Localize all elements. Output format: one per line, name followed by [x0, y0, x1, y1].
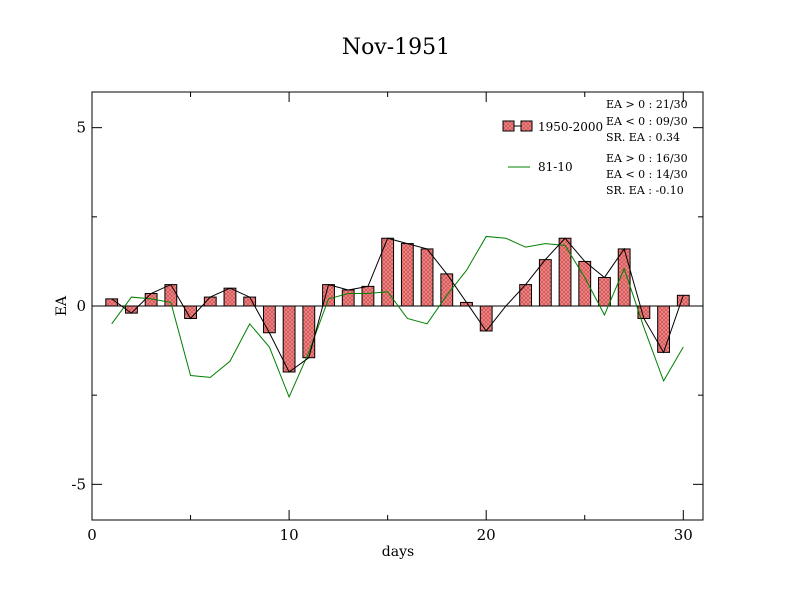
x-tick-label: 20 [477, 526, 496, 544]
legend: 1950-2000 81-10 EA > 0 : 21/30 EA < 0 : … [502, 98, 688, 197]
stat-ea-neg-81-10: EA < 0 : 14/30 [606, 168, 688, 181]
bar [578, 260, 592, 307]
stat-ea-pos-81-10: EA > 0 : 16/30 [606, 152, 688, 165]
series-1950-2000-line [111, 237, 684, 373]
y-tick-label: 0 [76, 297, 86, 315]
legend-swatch-1950-2000 [520, 120, 533, 132]
bar [420, 248, 434, 307]
bar [479, 305, 493, 332]
bar [341, 289, 355, 307]
y-tick-label: -5 [71, 475, 86, 493]
bar [538, 259, 552, 307]
x-tick-label: 10 [280, 526, 299, 544]
x-axis-label: days [382, 544, 414, 560]
chart-title: Nov-1951 [342, 35, 450, 60]
bar [598, 276, 611, 307]
bar [676, 294, 690, 307]
bars-1950-2000 [105, 237, 690, 373]
bar [400, 243, 414, 307]
y-tick-label: 5 [76, 119, 86, 137]
bar [302, 305, 316, 359]
series-81-10 [111, 235, 684, 399]
bar [282, 305, 296, 373]
series-line-81-10 [111, 235, 684, 399]
x-axis: 0 10 20 30 [87, 92, 693, 544]
bar [223, 287, 237, 307]
bar [361, 285, 375, 307]
legend-swatch-1950-2000 [502, 120, 515, 132]
series-line-1950-2000 [111, 237, 684, 373]
y-axis: -5 0 5 [71, 119, 703, 493]
stat-ea-neg-1950-2000: EA < 0 : 09/30 [606, 115, 688, 128]
stat-sr-ea-1950-2000: SR. EA : 0.34 [606, 131, 680, 144]
bar [262, 305, 276, 334]
bar [558, 237, 572, 307]
y-axis-label: EA [54, 295, 70, 316]
legend-label-1950-2000: 1950-2000 [538, 120, 603, 134]
x-tick-label: 30 [674, 526, 693, 544]
bar [322, 284, 335, 307]
stat-sr-ea-81-10: SR. EA : -0.10 [606, 184, 684, 197]
bar [519, 284, 533, 307]
legend-label-81-10: 81-10 [538, 160, 573, 174]
stat-ea-pos-1950-2000: EA > 0 : 21/30 [606, 98, 688, 111]
x-tick-label: 0 [87, 526, 97, 544]
